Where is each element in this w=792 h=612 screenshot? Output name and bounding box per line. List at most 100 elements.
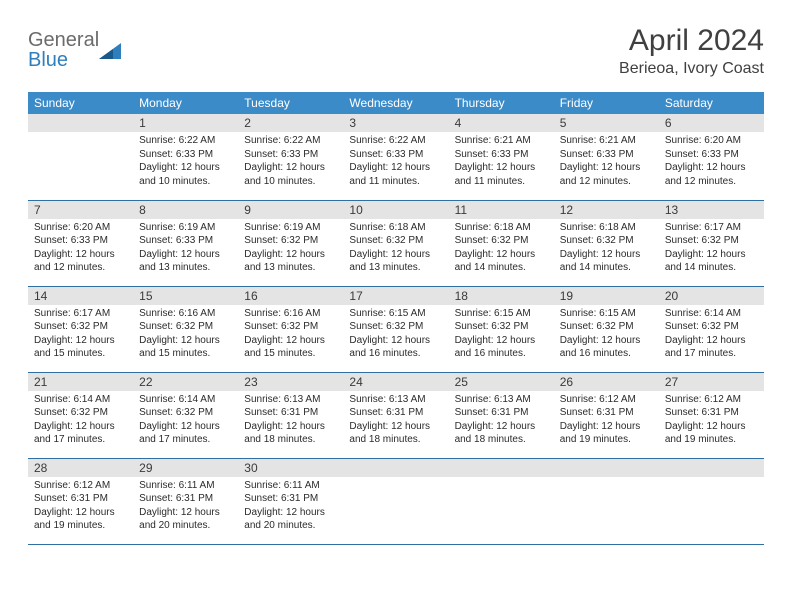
day-number: 30: [238, 459, 343, 477]
daylight-text: Daylight: 12 hours and 10 minutes.: [139, 161, 232, 188]
calendar-day-cell: 18Sunrise: 6:15 AMSunset: 6:32 PMDayligh…: [449, 286, 554, 372]
day-content: Sunrise: 6:15 AMSunset: 6:32 PMDaylight:…: [554, 305, 659, 365]
sunrise-text: Sunrise: 6:13 AM: [244, 393, 337, 407]
daylight-text: Daylight: 12 hours and 13 minutes.: [244, 248, 337, 275]
logo: General Blue: [28, 24, 121, 70]
weekday-header: Wednesday: [343, 92, 448, 114]
daylight-text: Daylight: 12 hours and 13 minutes.: [139, 248, 232, 275]
calendar-day-cell: 9Sunrise: 6:19 AMSunset: 6:32 PMDaylight…: [238, 200, 343, 286]
daylight-text: Daylight: 12 hours and 15 minutes.: [34, 334, 127, 361]
daylight-text: Daylight: 12 hours and 14 minutes.: [665, 248, 758, 275]
day-number: 15: [133, 287, 238, 305]
calendar-day-cell: 19Sunrise: 6:15 AMSunset: 6:32 PMDayligh…: [554, 286, 659, 372]
day-number: 25: [449, 373, 554, 391]
day-content: Sunrise: 6:19 AMSunset: 6:33 PMDaylight:…: [133, 219, 238, 279]
day-content: Sunrise: 6:13 AMSunset: 6:31 PMDaylight:…: [449, 391, 554, 451]
daylight-text: Daylight: 12 hours and 14 minutes.: [560, 248, 653, 275]
day-number: 13: [659, 201, 764, 219]
sunset-text: Sunset: 6:33 PM: [455, 148, 548, 162]
sunrise-text: Sunrise: 6:11 AM: [244, 479, 337, 493]
day-content: Sunrise: 6:14 AMSunset: 6:32 PMDaylight:…: [28, 391, 133, 451]
day-number: 23: [238, 373, 343, 391]
daylight-text: Daylight: 12 hours and 12 minutes.: [665, 161, 758, 188]
sunrise-text: Sunrise: 6:22 AM: [349, 134, 442, 148]
daylight-text: Daylight: 12 hours and 16 minutes.: [455, 334, 548, 361]
day-number: 10: [343, 201, 448, 219]
sunset-text: Sunset: 6:32 PM: [665, 234, 758, 248]
day-number: [554, 459, 659, 477]
day-content: Sunrise: 6:15 AMSunset: 6:32 PMDaylight:…: [343, 305, 448, 365]
sunrise-text: Sunrise: 6:19 AM: [139, 221, 232, 235]
month-title: April 2024: [619, 24, 764, 58]
weekday-header: Thursday: [449, 92, 554, 114]
day-number: 14: [28, 287, 133, 305]
day-content: Sunrise: 6:15 AMSunset: 6:32 PMDaylight:…: [449, 305, 554, 365]
daylight-text: Daylight: 12 hours and 18 minutes.: [349, 420, 442, 447]
daylight-text: Daylight: 12 hours and 17 minutes.: [139, 420, 232, 447]
day-number: 12: [554, 201, 659, 219]
sunrise-text: Sunrise: 6:20 AM: [665, 134, 758, 148]
sunset-text: Sunset: 6:32 PM: [455, 320, 548, 334]
day-number: [343, 459, 448, 477]
title-block: April 2024 Berieoa, Ivory Coast: [619, 24, 764, 78]
day-number: 3: [343, 114, 448, 132]
sunset-text: Sunset: 6:32 PM: [349, 234, 442, 248]
day-number: 19: [554, 287, 659, 305]
logo-triangle-icon: [99, 43, 121, 59]
calendar-page: General Blue April 2024 Berieoa, Ivory C…: [0, 0, 792, 569]
sunset-text: Sunset: 6:32 PM: [139, 320, 232, 334]
sunset-text: Sunset: 6:32 PM: [244, 234, 337, 248]
day-content: Sunrise: 6:22 AMSunset: 6:33 PMDaylight:…: [133, 132, 238, 192]
calendar-day-cell: 11Sunrise: 6:18 AMSunset: 6:32 PMDayligh…: [449, 200, 554, 286]
calendar-table: Sunday Monday Tuesday Wednesday Thursday…: [28, 92, 764, 545]
sunset-text: Sunset: 6:33 PM: [349, 148, 442, 162]
sunset-text: Sunset: 6:32 PM: [139, 406, 232, 420]
calendar-day-cell: 3Sunrise: 6:22 AMSunset: 6:33 PMDaylight…: [343, 114, 448, 200]
calendar-day-cell: 30Sunrise: 6:11 AMSunset: 6:31 PMDayligh…: [238, 458, 343, 544]
sunrise-text: Sunrise: 6:14 AM: [665, 307, 758, 321]
day-number: 2: [238, 114, 343, 132]
sunrise-text: Sunrise: 6:14 AM: [139, 393, 232, 407]
calendar-day-cell: [28, 114, 133, 200]
daylight-text: Daylight: 12 hours and 19 minutes.: [665, 420, 758, 447]
sunset-text: Sunset: 6:33 PM: [34, 234, 127, 248]
sunrise-text: Sunrise: 6:19 AM: [244, 221, 337, 235]
sunrise-text: Sunrise: 6:13 AM: [455, 393, 548, 407]
day-content: Sunrise: 6:18 AMSunset: 6:32 PMDaylight:…: [554, 219, 659, 279]
sunset-text: Sunset: 6:32 PM: [244, 320, 337, 334]
calendar-week-row: 21Sunrise: 6:14 AMSunset: 6:32 PMDayligh…: [28, 372, 764, 458]
day-number: 29: [133, 459, 238, 477]
calendar-day-cell: 2Sunrise: 6:22 AMSunset: 6:33 PMDaylight…: [238, 114, 343, 200]
sunset-text: Sunset: 6:31 PM: [665, 406, 758, 420]
sunrise-text: Sunrise: 6:15 AM: [455, 307, 548, 321]
day-number: 4: [449, 114, 554, 132]
day-content: Sunrise: 6:22 AMSunset: 6:33 PMDaylight:…: [238, 132, 343, 192]
sunset-text: Sunset: 6:33 PM: [560, 148, 653, 162]
day-number: 8: [133, 201, 238, 219]
day-content: Sunrise: 6:13 AMSunset: 6:31 PMDaylight:…: [238, 391, 343, 451]
weekday-header: Saturday: [659, 92, 764, 114]
calendar-week-row: 1Sunrise: 6:22 AMSunset: 6:33 PMDaylight…: [28, 114, 764, 200]
day-number: 16: [238, 287, 343, 305]
sunrise-text: Sunrise: 6:12 AM: [560, 393, 653, 407]
day-content: Sunrise: 6:12 AMSunset: 6:31 PMDaylight:…: [554, 391, 659, 451]
day-number: 26: [554, 373, 659, 391]
calendar-day-cell: 16Sunrise: 6:16 AMSunset: 6:32 PMDayligh…: [238, 286, 343, 372]
sunrise-text: Sunrise: 6:18 AM: [349, 221, 442, 235]
calendar-day-cell: 14Sunrise: 6:17 AMSunset: 6:32 PMDayligh…: [28, 286, 133, 372]
calendar-day-cell: 13Sunrise: 6:17 AMSunset: 6:32 PMDayligh…: [659, 200, 764, 286]
calendar-day-cell: 23Sunrise: 6:13 AMSunset: 6:31 PMDayligh…: [238, 372, 343, 458]
calendar-day-cell: 24Sunrise: 6:13 AMSunset: 6:31 PMDayligh…: [343, 372, 448, 458]
day-content: Sunrise: 6:13 AMSunset: 6:31 PMDaylight:…: [343, 391, 448, 451]
calendar-week-row: 28Sunrise: 6:12 AMSunset: 6:31 PMDayligh…: [28, 458, 764, 544]
calendar-day-cell: 10Sunrise: 6:18 AMSunset: 6:32 PMDayligh…: [343, 200, 448, 286]
calendar-week-row: 7Sunrise: 6:20 AMSunset: 6:33 PMDaylight…: [28, 200, 764, 286]
sunrise-text: Sunrise: 6:14 AM: [34, 393, 127, 407]
sunset-text: Sunset: 6:31 PM: [139, 492, 232, 506]
calendar-day-cell: [449, 458, 554, 544]
logo-text: General Blue: [28, 30, 99, 70]
sunrise-text: Sunrise: 6:12 AM: [665, 393, 758, 407]
calendar-week-row: 14Sunrise: 6:17 AMSunset: 6:32 PMDayligh…: [28, 286, 764, 372]
sunrise-text: Sunrise: 6:16 AM: [244, 307, 337, 321]
weekday-header: Monday: [133, 92, 238, 114]
